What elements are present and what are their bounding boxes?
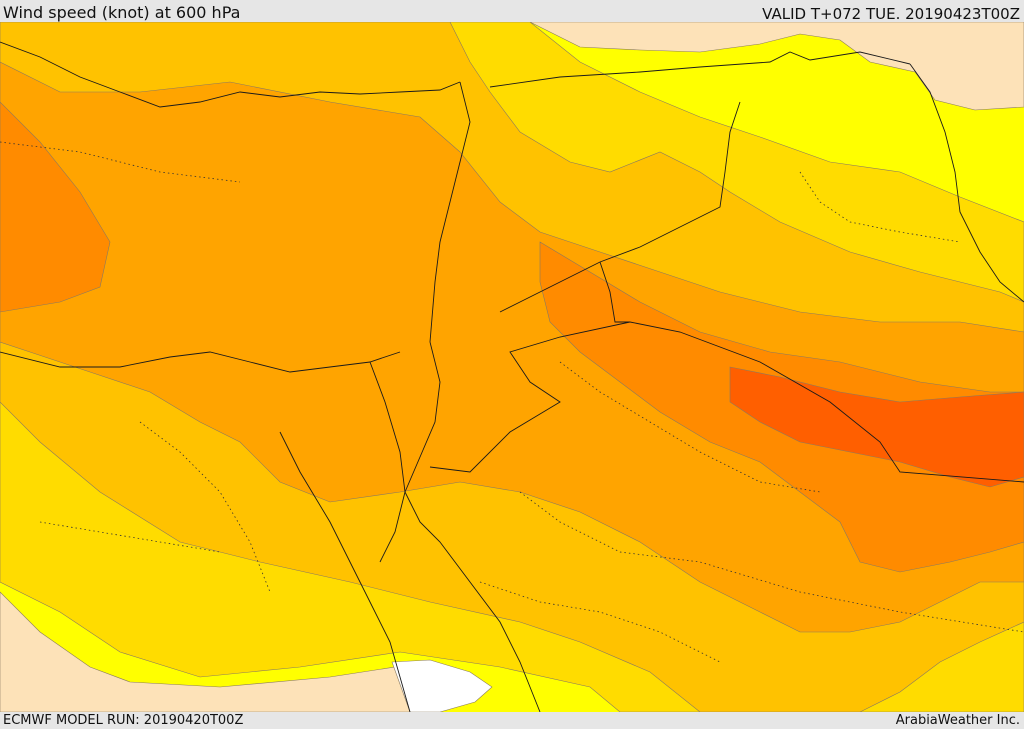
band-dark-orange <box>0 101 111 313</box>
band-lightest-sw <box>0 591 421 712</box>
credit: ArabiaWeather Inc. <box>895 713 1020 728</box>
band-calm <box>391 659 493 712</box>
wind-speed-map <box>0 22 1024 712</box>
model-run: ECMWF MODEL RUN: 20190420T00Z <box>3 713 244 728</box>
valid-time: VALID T+072 TUE. 20190423T00Z <box>762 5 1020 23</box>
header-bar <box>0 0 1024 22</box>
band-lightest-ne <box>529 22 1024 111</box>
admin-boundaries <box>0 141 1024 663</box>
map-title: Wind speed (knot) at 600 hPa <box>3 3 241 22</box>
band-orange <box>0 61 1024 633</box>
footer-bar <box>0 712 1024 729</box>
borders <box>429 51 1024 483</box>
coastlines <box>0 41 541 712</box>
band-red-orange <box>729 366 1024 488</box>
